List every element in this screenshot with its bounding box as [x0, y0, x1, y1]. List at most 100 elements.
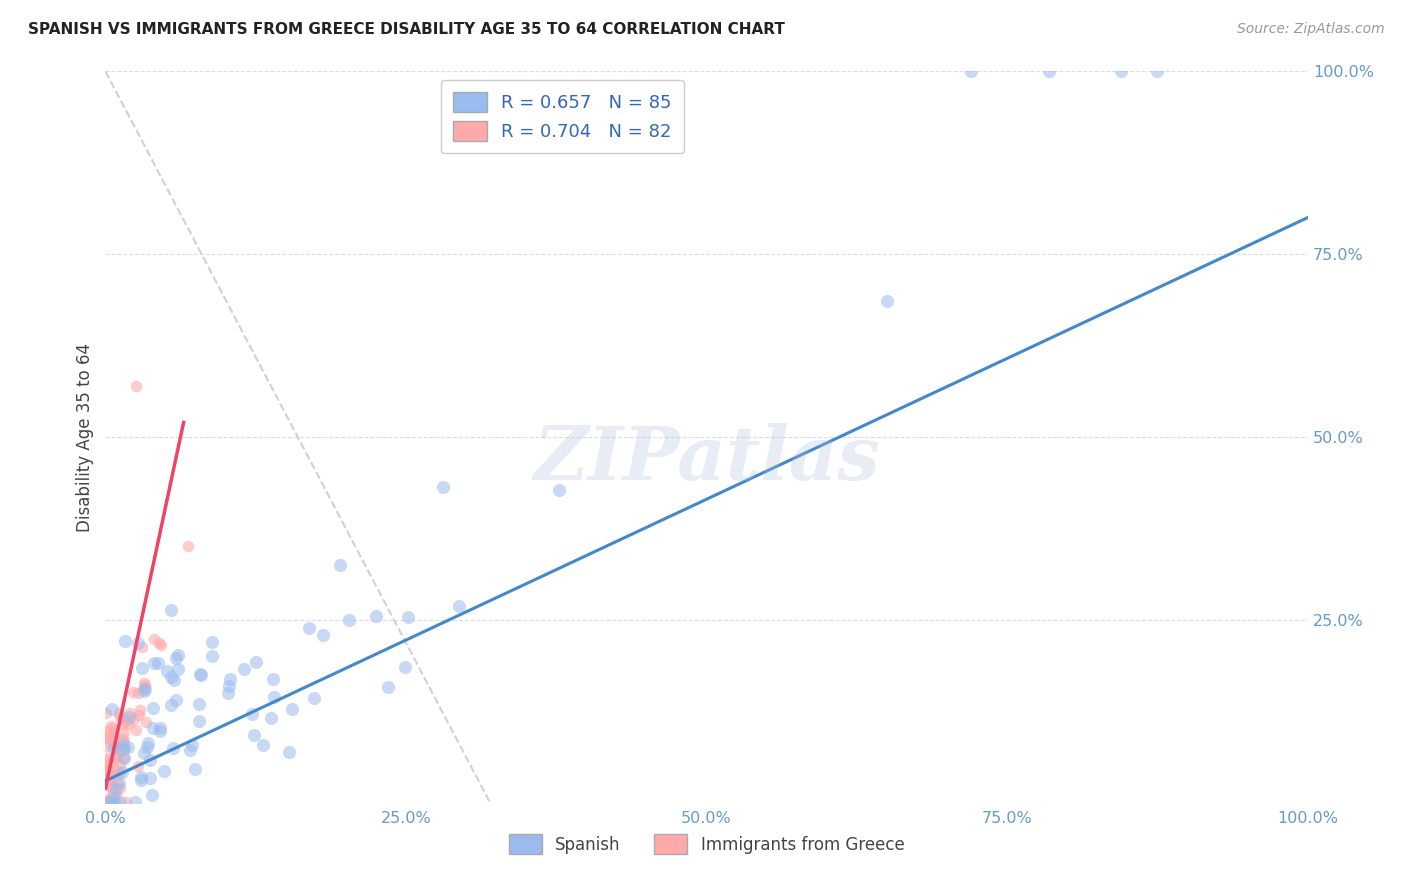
Text: SPANISH VS IMMIGRANTS FROM GREECE DISABILITY AGE 35 TO 64 CORRELATION CHART: SPANISH VS IMMIGRANTS FROM GREECE DISABI…: [28, 22, 785, 37]
Text: ZIPatlas: ZIPatlas: [533, 423, 880, 495]
Point: [245, 655, 267, 669]
Point: [115, 796, 138, 810]
Point: [103, 750, 125, 764]
Point: [97, 726, 120, 740]
Point: [108, 775, 131, 789]
Point: [165, 651, 187, 665]
Point: [153, 764, 176, 778]
Point: [100, 718, 122, 732]
Point: [143, 632, 166, 646]
Point: [101, 790, 124, 805]
Point: [107, 777, 129, 791]
Point: [97, 723, 120, 737]
Point: [98, 731, 121, 745]
Point: [278, 745, 301, 759]
Point: [111, 742, 134, 756]
Point: [117, 739, 139, 754]
Point: [101, 755, 124, 769]
Point: [142, 721, 165, 735]
Point: [132, 681, 155, 695]
Point: [160, 698, 183, 712]
Point: [100, 780, 122, 795]
Point: [179, 743, 201, 757]
Point: [139, 771, 162, 785]
Point: [124, 712, 146, 726]
Point: [134, 746, 156, 760]
Point: [96, 793, 118, 807]
Point: [127, 758, 149, 772]
Point: [124, 795, 146, 809]
Point: [167, 662, 190, 676]
Point: [97, 796, 120, 810]
Point: [263, 690, 285, 704]
Point: [252, 738, 274, 752]
Point: [128, 708, 150, 723]
Point: [103, 733, 125, 747]
Point: [118, 710, 141, 724]
Point: [97, 770, 120, 784]
Point: [96, 757, 118, 772]
Point: [96, 739, 118, 753]
Point: [134, 678, 156, 692]
Point: [94, 796, 117, 810]
Point: [121, 684, 143, 698]
Point: [163, 673, 186, 687]
Point: [127, 686, 149, 700]
Point: [100, 771, 122, 785]
Point: [156, 665, 179, 679]
Point: [242, 706, 264, 721]
Point: [111, 765, 134, 780]
Point: [98, 772, 121, 787]
Point: [217, 685, 239, 699]
Point: [218, 680, 240, 694]
Point: [396, 609, 419, 624]
Point: [394, 659, 416, 673]
Point: [148, 636, 170, 650]
Point: [96, 706, 118, 721]
Point: [188, 714, 211, 729]
Point: [100, 702, 122, 716]
Point: [188, 697, 211, 711]
Point: [1146, 64, 1168, 78]
Point: [201, 635, 224, 649]
Point: [160, 603, 183, 617]
Point: [129, 773, 152, 788]
Point: [108, 706, 131, 720]
Point: [337, 613, 360, 627]
Point: [146, 656, 169, 670]
Point: [165, 693, 187, 707]
Point: [112, 714, 135, 728]
Point: [131, 661, 153, 675]
Point: [110, 710, 132, 724]
Point: [98, 733, 121, 747]
Point: [97, 731, 120, 746]
Point: [312, 628, 335, 642]
Point: [142, 701, 165, 715]
Point: [96, 770, 118, 784]
Point: [190, 668, 212, 682]
Point: [110, 781, 132, 796]
Point: [111, 710, 134, 724]
Point: [136, 736, 159, 750]
Point: [149, 722, 172, 736]
Point: [127, 636, 149, 650]
Point: [101, 721, 124, 735]
Point: [139, 753, 162, 767]
Point: [260, 711, 283, 725]
Point: [114, 741, 136, 756]
Point: [108, 743, 131, 757]
Point: [111, 717, 134, 731]
Point: [98, 768, 121, 782]
Point: [134, 681, 156, 696]
Point: [181, 738, 204, 752]
Point: [103, 737, 125, 751]
Point: [107, 767, 129, 781]
Point: [960, 64, 983, 78]
Point: [108, 795, 131, 809]
Point: [110, 757, 132, 772]
Point: [115, 714, 138, 728]
Point: [366, 608, 388, 623]
Point: [105, 788, 128, 802]
Point: [1109, 64, 1132, 78]
Point: [281, 702, 304, 716]
